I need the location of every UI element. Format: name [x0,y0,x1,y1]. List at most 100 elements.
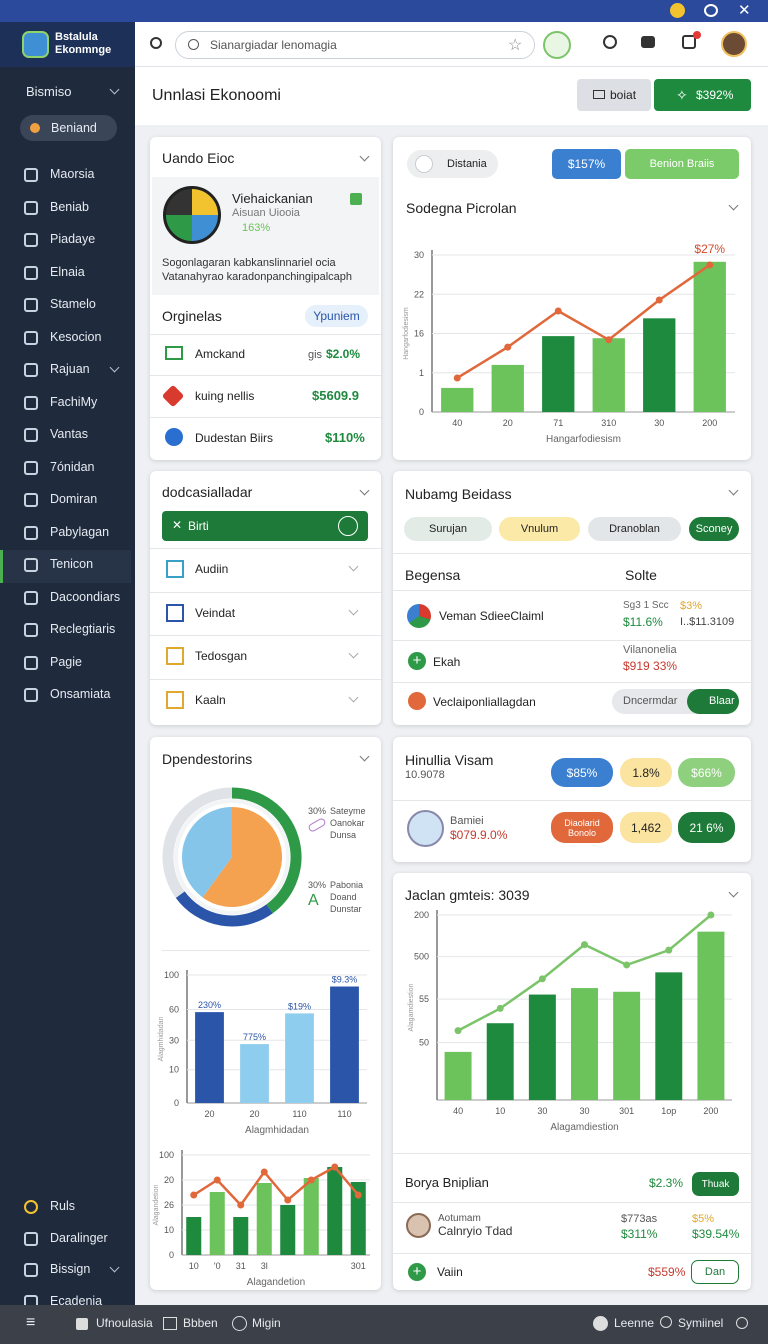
chat-icon[interactable] [641,36,655,48]
item-label[interactable]: Kaaln [195,692,226,707]
chip[interactable]: Dranoblan [588,517,681,541]
sidebar-item[interactable]: Kesocion [50,329,102,344]
row-icon [165,428,183,446]
tab[interactable]: Distania [407,150,498,178]
chevron [728,200,739,211]
row-text: $11.6% [623,615,663,629]
sidebar-item[interactable]: Reclegtiaris [50,622,116,636]
item-label[interactable]: Veindat [195,605,236,620]
sidebar-item[interactable]: Domiran [50,492,98,506]
list-button[interactable]: Ypuniem [305,305,368,327]
cart-icon[interactable] [682,35,696,49]
divider [162,950,370,951]
sidebar-item[interactable]: Pagie [50,654,82,669]
button-label: Dan [704,1266,726,1278]
person-name: Bamiei [450,815,484,827]
primary-bar[interactable]: ✕ Birti [162,511,368,541]
card-title: Sodegna Picrolan [406,200,517,216]
sidebar-item[interactable]: Vantas [50,427,88,441]
row-text: Vilanonelia [623,644,677,656]
row-text: Sg3 1 Scc [623,600,669,611]
person-value: $079.9.0% [450,828,508,842]
row-value: $110% [325,430,365,445]
chevron [348,692,359,702]
chevron [728,887,739,898]
nav-label[interactable]: Bbben [183,1316,218,1330]
sidebar-item[interactable]: Dacoondiars [50,589,121,604]
nav-icon [76,1318,88,1330]
sidebar-item[interactable]: Ecadenia [50,1293,103,1308]
active-item[interactable]: Beniand [20,115,117,141]
accordion-card: dodcasialladar ✕ Birti Audiin Veindat Tedo… [150,471,381,725]
item-icon [30,123,40,133]
sidebar-item[interactable]: Onsamiata [50,687,111,701]
sidebar-item[interactable]: Beniab [50,199,89,214]
sidebar-icon [24,688,38,702]
row-button[interactable]: Dan [691,1260,739,1284]
sidebar-icon [24,590,38,605]
button-label: $392% [696,88,734,102]
row-text: $3% [680,600,703,612]
search-box[interactable]: Sianargiadar lenomagia ☆ [175,31,535,59]
sidebar-item[interactable]: 7ónidan [50,459,95,474]
sidebar-item[interactable]: Elnaia [50,264,85,279]
row-label: Dudestan Biirs [195,431,274,445]
legend-text: Pabonia [330,880,364,890]
sidebar-item[interactable]: Stamelo [50,297,96,311]
row-text: $5% [692,1213,715,1225]
chip[interactable]: Sconey [689,517,739,541]
summary-value: $2.3% [649,1176,684,1190]
search-icon[interactable] [736,1317,748,1329]
button[interactable]: ✧ $392% [654,79,751,111]
chip-label: Surujan [429,523,467,535]
pill: 1,462 [620,812,672,843]
search-icon [188,39,199,50]
tab[interactable]: $157% [552,149,621,179]
sidebar-item[interactable]: Pabylagan [50,524,110,539]
sidebar-item[interactable]: Ruls [50,1199,76,1213]
row-name: Calnryio Tdad [438,1224,513,1238]
nav-label[interactable]: Symiinel [678,1316,724,1330]
notify-icon[interactable] [603,35,617,49]
sidebar-icon [24,298,38,312]
nav-label[interactable]: Migin [252,1316,281,1330]
chip-label: Vnulum [520,523,559,535]
chip[interactable]: Surujan [404,517,492,541]
sidebar-item[interactable]: Rajuan [50,362,90,376]
item-icon [166,603,184,622]
toggle-button-label: Blaar [709,695,735,707]
top-strip: ✕ [0,0,768,22]
sidebar-item[interactable]: Maorsia [50,167,95,181]
flag [350,193,362,205]
row-label: Ekah [433,655,461,669]
nav-label[interactable]: Leenne [614,1316,655,1330]
chip[interactable]: Vnulum [499,517,580,541]
sidebar-icon [24,558,38,572]
toggle[interactable]: Dncermdar Blaar [612,689,739,714]
sidebar-item[interactable]: Piadaye [50,232,96,246]
button-label: Thuak [701,1178,730,1190]
sidebar-item[interactable]: Bissign [50,1262,91,1276]
menu-icon[interactable]: ≡ [26,1314,36,1331]
sidebar-item[interactable]: Daralinger [50,1230,108,1245]
chip-label: Dranoblan [609,523,660,535]
sidebar-item[interactable]: Tenicon [50,557,94,571]
app-header: Sianargiadar lenomagia ☆ [135,22,768,67]
item-label[interactable]: Audiin [195,562,229,576]
item-icon [166,690,184,709]
row-text: $919 33% [623,659,678,673]
tab[interactable]: Benion Braiis [625,149,739,179]
btn-icon: ✧ [676,87,688,103]
tab-icon [415,155,433,173]
button[interactable]: boiat [577,79,651,111]
divider [393,590,751,591]
sidebar-icon [24,655,38,670]
close-icon[interactable]: ✕ [738,2,751,19]
column-header: Begensa [405,567,461,583]
sidebar-item[interactable]: FachiMy [50,394,98,409]
nav-label[interactable]: Ufnoulasia [96,1316,153,1330]
item-label[interactable]: Tedosgan [195,649,248,663]
summary-button[interactable]: Thuak [692,1172,739,1196]
sidebar-icon [24,233,38,247]
avatar[interactable] [721,31,747,57]
